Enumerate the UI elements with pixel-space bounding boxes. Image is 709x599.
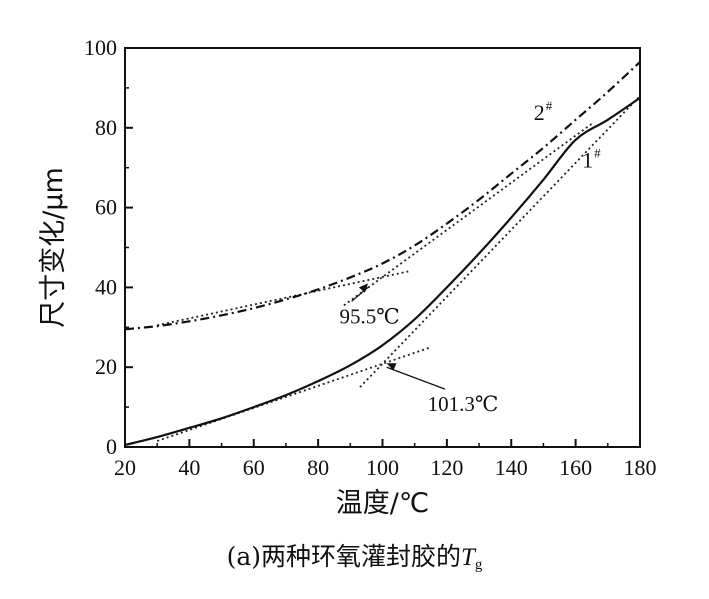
x-tick-label: 20 bbox=[114, 455, 136, 480]
caption-text: (a)两种环氧灌封胶的 bbox=[226, 542, 461, 571]
x-tick-label: 160 bbox=[559, 455, 592, 480]
series-label-1: 1 bbox=[582, 148, 593, 173]
chart: 20 40 60 80 100 120 140 160 180020406080100温度/℃尺… bbox=[38, 35, 657, 519]
annotation-label: 95.5℃ bbox=[340, 304, 400, 328]
y-tick-label: 40 bbox=[95, 274, 117, 299]
x-tick-label: 40 bbox=[178, 455, 200, 480]
series-label-2: 2 bbox=[534, 100, 545, 125]
x-tick-label: 80 bbox=[307, 455, 329, 480]
plot-frame bbox=[124, 47, 641, 448]
caption-subscript: g bbox=[474, 557, 483, 573]
tangent-line bbox=[156, 346, 432, 442]
x-axis-title: 温度/℃ bbox=[336, 488, 429, 519]
y-axis-title: 尺寸变化/μm bbox=[38, 167, 69, 328]
x-tick-label: 60 bbox=[243, 455, 265, 480]
annotation-arrow bbox=[386, 366, 446, 390]
x-tick-label: 100 bbox=[366, 455, 399, 480]
series-label-sup: # bbox=[546, 98, 553, 113]
annotation-label: 101.3℃ bbox=[428, 392, 499, 416]
tangent-line bbox=[343, 123, 593, 307]
y-tick-label: 60 bbox=[95, 195, 117, 220]
plot-area: 20 40 60 80 100 120 140 160 180020406080100温度/℃尺… bbox=[38, 35, 657, 519]
y-tick-label: 0 bbox=[106, 434, 117, 459]
x-tick-label: 140 bbox=[495, 455, 528, 480]
x-tick-label: 180 bbox=[624, 455, 657, 480]
series-label-sup: # bbox=[594, 146, 601, 161]
y-tick-label: 100 bbox=[84, 35, 117, 60]
series-line-1 bbox=[124, 96, 641, 447]
y-tick-label: 20 bbox=[95, 354, 117, 379]
series-line-2 bbox=[124, 61, 641, 331]
annotation-arrowhead bbox=[386, 363, 397, 371]
tangent-line bbox=[359, 95, 641, 388]
caption-symbol: T bbox=[461, 544, 475, 571]
y-tick-label: 80 bbox=[95, 115, 117, 140]
x-tick-label: 120 bbox=[430, 455, 463, 480]
annotation-arrowhead bbox=[358, 283, 369, 293]
figure-caption: (a)两种环氧灌封胶的Tg bbox=[0, 537, 709, 574]
